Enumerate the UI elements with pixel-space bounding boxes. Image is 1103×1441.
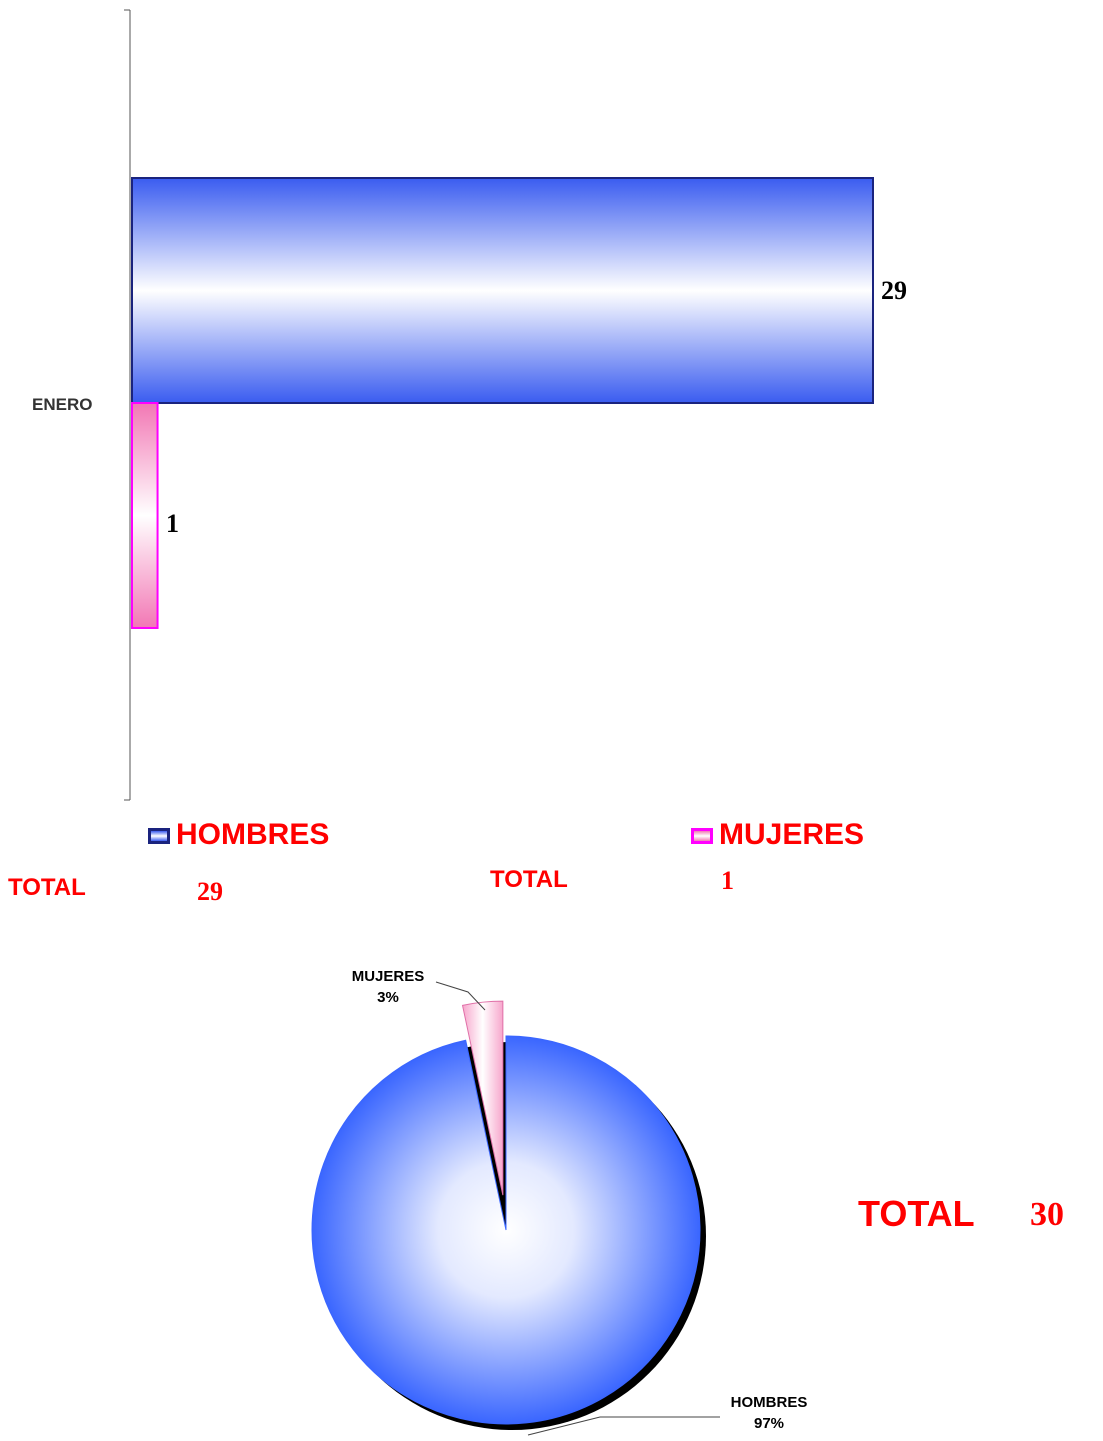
legend-label-hombres: HOMBRES	[176, 818, 330, 851]
bar-mujeres	[131, 402, 159, 629]
pie-slice-hombres	[311, 1035, 701, 1425]
pie-label-hombres-name: HOMBRES	[730, 1394, 808, 1411]
total-label-mujeres: TOTAL	[490, 866, 568, 893]
total-label-hombres: TOTAL	[8, 874, 86, 901]
leader-line-mujeres	[435, 981, 486, 1011]
total-value-hombres: 29	[197, 877, 223, 906]
bar-value-label-hombres: 29	[881, 276, 907, 305]
grand-total-label: TOTAL	[858, 1193, 975, 1234]
bar-chart	[124, 9, 874, 801]
grand-total-value: 30	[1030, 1196, 1064, 1233]
leader-line-hombres	[527, 1416, 720, 1436]
pie-label-hombres-pct: 97%	[753, 1415, 785, 1432]
legend-label-mujeres: MUJERES	[719, 818, 865, 851]
pie-slice-mujeres	[461, 1000, 504, 1196]
pie-chart	[311, 981, 720, 1436]
bar-value-label-mujeres: 1	[166, 509, 179, 538]
legend-swatch-mujeres	[691, 828, 713, 844]
bar-hombres	[131, 177, 874, 404]
pie-label-mujeres: MUJERES 3%	[340, 966, 436, 1008]
legend-swatch-hombres	[148, 828, 170, 844]
pie-label-mujeres-pct: 3%	[377, 989, 399, 1006]
total-value-mujeres: 1	[721, 866, 734, 895]
category-label-enero: ENERO	[32, 395, 93, 414]
pie-label-hombres: HOMBRES 97%	[714, 1392, 824, 1434]
pie-label-mujeres-name: MUJERES	[351, 968, 425, 985]
